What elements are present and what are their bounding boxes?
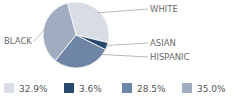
legend-swatch xyxy=(182,83,192,93)
leader-line xyxy=(100,54,148,57)
legend-label: 32.9% xyxy=(19,84,48,94)
legend-swatch xyxy=(4,83,14,93)
slice-label: ASIAN xyxy=(150,38,176,48)
pie-slice xyxy=(43,3,76,61)
leader-line xyxy=(105,43,148,46)
leader-line xyxy=(34,29,46,41)
legend-swatch xyxy=(64,83,74,93)
legend-label: 28.5% xyxy=(137,84,166,94)
slice-label: HISPANIC xyxy=(150,52,190,62)
slice-label: BLACK xyxy=(4,36,32,46)
legend-swatch xyxy=(122,83,132,93)
legend-label: 3.6% xyxy=(79,84,102,94)
chart: WHITE ASIAN HISPANIC BLACK 32.9% 3.6% 28.5% 35.… xyxy=(0,0,240,100)
pie xyxy=(43,2,109,68)
leader-line xyxy=(98,9,148,13)
legend-label: 35.0% xyxy=(197,84,226,94)
slice-label: WHITE xyxy=(150,4,178,14)
legend: 32.9% 3.6% 28.5% 35.0% xyxy=(4,83,226,94)
